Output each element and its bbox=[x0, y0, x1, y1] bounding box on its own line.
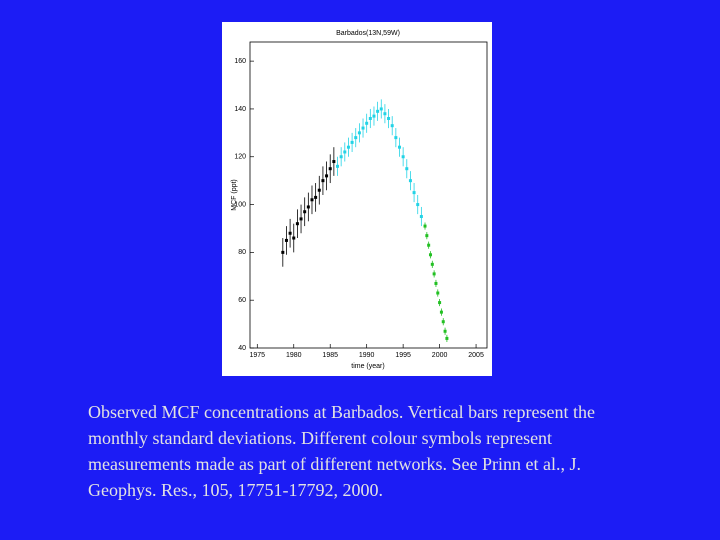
chart-title: Barbados(13N,59W) bbox=[336, 30, 400, 37]
y-tick-label: 60 bbox=[238, 297, 246, 304]
data-point bbox=[361, 126, 365, 130]
data-point bbox=[376, 109, 380, 113]
data-point bbox=[346, 145, 350, 149]
data-point bbox=[387, 117, 391, 120]
data-point bbox=[354, 136, 358, 140]
data-point bbox=[310, 198, 314, 202]
data-point bbox=[292, 236, 296, 240]
x-tick-label: 1985 bbox=[322, 352, 338, 359]
data-point bbox=[408, 179, 412, 183]
data-point bbox=[432, 272, 436, 276]
x-tick-label: 1980 bbox=[286, 352, 302, 359]
data-point bbox=[288, 231, 292, 235]
data-point bbox=[314, 195, 318, 199]
x-tick-label: 1990 bbox=[359, 352, 375, 359]
data-point bbox=[401, 155, 405, 159]
data-point bbox=[317, 188, 321, 192]
data-point bbox=[372, 114, 376, 118]
caption: Observed MCF concentrations at Barbados.… bbox=[88, 399, 595, 503]
data-point bbox=[379, 107, 383, 111]
data-point bbox=[428, 253, 432, 257]
x-tick-label: 1995 bbox=[395, 352, 411, 359]
data-point bbox=[443, 329, 447, 333]
caption-line: measurements made as part of different n… bbox=[88, 454, 582, 474]
chart-panel bbox=[222, 22, 492, 376]
data-point bbox=[295, 222, 299, 226]
data-point bbox=[336, 164, 340, 168]
plot-frame bbox=[249, 41, 488, 349]
data-point bbox=[416, 203, 420, 207]
x-tick-label: 1975 bbox=[250, 352, 266, 359]
data-point bbox=[438, 301, 442, 305]
data-point bbox=[299, 217, 303, 221]
data-point bbox=[436, 291, 440, 295]
data-point bbox=[325, 174, 329, 178]
data-point bbox=[321, 179, 325, 183]
data-point bbox=[405, 167, 409, 171]
y-tick-label: 160 bbox=[234, 58, 246, 65]
data-point bbox=[383, 112, 387, 116]
y-tick-label: 80 bbox=[238, 249, 246, 256]
data-point bbox=[423, 224, 427, 228]
data-point bbox=[445, 336, 449, 340]
data-point bbox=[394, 136, 398, 140]
data-point bbox=[441, 320, 445, 324]
x-axis-label: time (year) bbox=[351, 363, 384, 370]
data-point bbox=[390, 124, 394, 128]
y-tick-label: 140 bbox=[234, 106, 246, 113]
y-tick-label: 120 bbox=[234, 154, 246, 161]
data-point bbox=[281, 250, 285, 254]
caption-line: Observed MCF concentrations at Barbados.… bbox=[88, 402, 596, 422]
data-point bbox=[425, 234, 429, 238]
data-point bbox=[306, 205, 310, 209]
data-point bbox=[368, 117, 372, 120]
data-point bbox=[339, 155, 343, 159]
data-point bbox=[357, 131, 361, 135]
data-point bbox=[328, 167, 332, 171]
y-axis-label: MCF (ppt) bbox=[231, 179, 238, 211]
chart: Barbados(13N,59W) time (year) MCF (ppt) … bbox=[222, 22, 492, 376]
data-point bbox=[284, 238, 288, 242]
data-point bbox=[303, 210, 307, 214]
x-tick-label: 2005 bbox=[468, 352, 484, 359]
data-point bbox=[430, 262, 434, 266]
data-point bbox=[434, 281, 438, 285]
y-tick-label: 100 bbox=[234, 201, 246, 208]
caption-line: Geophys. Res., 105, 17751-17792, 2000. bbox=[88, 480, 383, 500]
y-tick-label: 40 bbox=[238, 345, 246, 352]
data-point bbox=[412, 191, 416, 195]
data-point bbox=[343, 150, 347, 154]
data-point bbox=[439, 310, 443, 314]
caption-line: monthly standard deviations. Different c… bbox=[88, 428, 553, 448]
data-point bbox=[332, 160, 336, 164]
x-tick-label: 2000 bbox=[432, 352, 448, 359]
data-point bbox=[365, 121, 369, 125]
data-point bbox=[397, 145, 401, 149]
data-point bbox=[350, 140, 354, 144]
data-point bbox=[427, 243, 431, 247]
data-point bbox=[419, 215, 423, 219]
